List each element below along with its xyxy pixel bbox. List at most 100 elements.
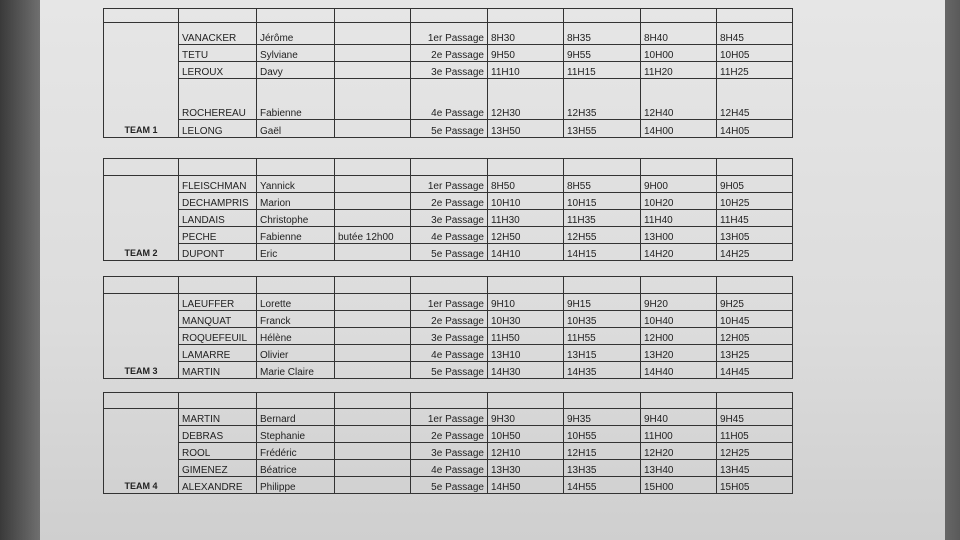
time: 9H40: [640, 408, 717, 426]
first-name: Davy: [256, 61, 335, 79]
empty-cell: [256, 158, 335, 176]
time: 12H55: [563, 226, 641, 244]
empty-cell: [487, 276, 564, 294]
first-name: Hélène: [256, 327, 335, 345]
time: 8H35: [563, 22, 641, 45]
last-name: ROQUEFEUIL: [178, 327, 257, 345]
passage: 5e Passage: [410, 361, 488, 379]
time: 12H40: [640, 78, 717, 120]
time: 11H50: [487, 327, 564, 345]
empty-cell: [716, 158, 793, 176]
empty-cell: [334, 243, 411, 261]
passage: 1er Passage: [410, 293, 488, 311]
first-name: Philippe: [256, 476, 335, 494]
time: 14H30: [487, 361, 564, 379]
empty-cell: [410, 392, 488, 409]
time: 11H45: [716, 209, 793, 227]
team-name: TEAM 4: [103, 408, 179, 494]
empty-cell: [410, 276, 488, 294]
time: 12H50: [487, 226, 564, 244]
row: LANDAIS Christophe 3e Passage 11H30 11H35 11H…: [104, 209, 793, 227]
empty-cell: [334, 476, 411, 494]
last-name: LEROUX: [178, 61, 257, 79]
row: MANQUAT Franck 2e Passage 10H30 10H35 10H40 10…: [104, 310, 793, 328]
time: 13H20: [640, 344, 717, 362]
header-row: [103, 276, 793, 294]
empty-cell: [256, 392, 335, 409]
empty-cell: [334, 158, 411, 176]
first-name: Jérôme: [256, 22, 335, 45]
time: 8H55: [563, 175, 641, 193]
empty-cell: [563, 8, 641, 23]
time: 13H10: [487, 344, 564, 362]
empty-cell: [334, 408, 411, 426]
empty-cell: [487, 8, 564, 23]
row: TEAM 3 LAEUFFER Lorette 1er Passage 9H10 9H15…: [103, 293, 793, 379]
time: 11H55: [563, 327, 641, 345]
row: ROCHEREAU Fabienne 4e Passage 12H30 12H35 12H…: [104, 78, 793, 120]
empty-cell: [640, 392, 717, 409]
empty-cell: [563, 158, 641, 176]
team-table: TEAM 2 FLEISCHMAN Yannick 1er Passage 8H50 8H…: [103, 158, 793, 261]
time: 14H00: [640, 119, 717, 138]
first-name: Marion: [256, 192, 335, 210]
row: DUPONT Eric 5e Passage 14H10 14H15 14H20 14H25: [104, 243, 793, 261]
empty-cell: [716, 392, 793, 409]
passage: 3e Passage: [410, 442, 488, 460]
time: 14H50: [487, 476, 564, 494]
time: 8H50: [487, 175, 564, 193]
time: 8H30: [487, 22, 564, 45]
empty-cell: [103, 392, 179, 409]
time: 10H40: [640, 310, 717, 328]
first-name: Fabienne: [256, 226, 335, 244]
row: LEROUX Davy 3e Passage 11H10 11H15 11H20 11H25: [104, 61, 793, 79]
empty-cell: [334, 119, 411, 138]
time: 14H45: [716, 361, 793, 379]
time: 9H55: [563, 44, 641, 62]
row: ROQUEFEUIL Hélène 3e Passage 11H50 11H55 12H0…: [104, 327, 793, 345]
time: 9H45: [716, 408, 793, 426]
empty-cell: [334, 361, 411, 379]
empty-cell: [487, 158, 564, 176]
empty-cell: [563, 392, 641, 409]
empty-cell: [334, 8, 411, 23]
time: 11H15: [563, 61, 641, 79]
last-name: DUPONT: [178, 243, 257, 261]
time: 14H25: [716, 243, 793, 261]
passage: 2e Passage: [410, 192, 488, 210]
time: 11H25: [716, 61, 793, 79]
passage: 1er Passage: [410, 175, 488, 193]
last-name: ROCHEREAU: [178, 78, 257, 120]
time: 11H00: [640, 425, 717, 443]
first-name: Lorette: [256, 293, 335, 311]
time: 10H05: [716, 44, 793, 62]
passage: 5e Passage: [410, 243, 488, 261]
last-name: LANDAIS: [178, 209, 257, 227]
empty-cell: [178, 276, 257, 294]
empty-cell: [563, 276, 641, 294]
last-name: MARTIN: [178, 408, 257, 426]
last-name: PECHE: [178, 226, 257, 244]
time: 9H20: [640, 293, 717, 311]
team-name: TEAM 1: [103, 22, 179, 138]
first-name: Olivier: [256, 344, 335, 362]
last-name: MARTIN: [178, 361, 257, 379]
time: 12H10: [487, 442, 564, 460]
empty-cell: [103, 158, 179, 176]
row: LELONG Gaël 5e Passage 13H50 13H55 14H00 14H05: [104, 119, 793, 138]
time: 14H20: [640, 243, 717, 261]
empty-cell: [334, 61, 411, 79]
last-name: GIMENEZ: [178, 459, 257, 477]
row: PECHE Fabienne butée 12h00 4e Passage 12H50 1…: [104, 226, 793, 244]
time: 13H15: [563, 344, 641, 362]
empty-cell: [716, 276, 793, 294]
time: 13H05: [716, 226, 793, 244]
last-name: LAEUFFER: [178, 293, 257, 311]
empty-cell: [256, 8, 335, 23]
passage: 3e Passage: [410, 61, 488, 79]
empty-cell: [334, 44, 411, 62]
time: 9H50: [487, 44, 564, 62]
time: 14H55: [563, 476, 641, 494]
time: 14H15: [563, 243, 641, 261]
time: 14H35: [563, 361, 641, 379]
